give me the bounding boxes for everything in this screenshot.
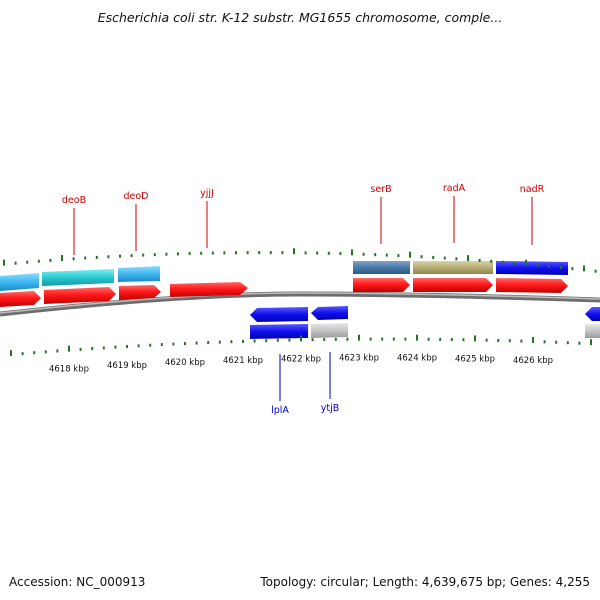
gene-feature[interactable] <box>250 324 308 339</box>
kbp-label: 4625 kbp <box>455 354 495 364</box>
chromosome-backbone-highlight <box>0 292 600 314</box>
gene-arrow[interactable] <box>353 278 410 292</box>
lower-tick-marks <box>10 334 592 357</box>
map-title: Escherichia coli str. K-12 substr. MG165… <box>97 10 503 25</box>
gene-arrow[interactable] <box>250 307 308 322</box>
kbp-label: 4619 kbp <box>107 361 147 371</box>
gene-feature[interactable] <box>42 269 114 286</box>
gene-label-nadr[interactable]: nadR <box>520 184 545 195</box>
gene-feature[interactable] <box>353 261 410 274</box>
gene-label-yjjj[interactable]: yjjJ <box>200 188 214 199</box>
gene-arrow[interactable] <box>496 278 568 293</box>
gene-arrow[interactable] <box>0 291 41 307</box>
topology-label: Topology: circular; Length: 4,639,675 bp… <box>260 575 590 589</box>
gene-labels: deoB deoD yjjJ serB radA nadR lplA ytjB <box>62 183 545 416</box>
kbp-label: 4618 kbp <box>49 365 89 375</box>
gene-feature[interactable] <box>496 261 568 275</box>
gene-label-serb[interactable]: serB <box>370 184 391 195</box>
kbp-label: 4620 kbp <box>165 358 205 368</box>
gene-label-deob[interactable]: deoB <box>62 195 86 206</box>
gene-arrow[interactable] <box>585 307 600 321</box>
gene-feature[interactable] <box>0 273 39 291</box>
gene-feature[interactable] <box>585 324 600 338</box>
gene-label-lpla[interactable]: lplA <box>271 405 289 416</box>
kbp-label: 4621 kbp <box>223 356 263 366</box>
gene-arrow[interactable] <box>170 282 248 297</box>
kbp-label: 4623 kbp <box>339 354 379 364</box>
gene-label-rada[interactable]: radA <box>443 183 466 194</box>
gene-arrow[interactable] <box>44 287 116 304</box>
gene-arrow[interactable] <box>413 278 493 292</box>
gene-feature[interactable] <box>413 261 493 274</box>
kbp-label: 4622 kbp <box>281 354 321 364</box>
upper-tick-marks <box>3 248 597 273</box>
gene-label-deod[interactable]: deoD <box>123 191 148 202</box>
accession-label: Accession: NC_000913 <box>9 575 146 589</box>
reverse-features <box>250 306 600 339</box>
gene-feature[interactable] <box>118 266 160 282</box>
gene-feature[interactable] <box>311 323 348 338</box>
chromosome-backbone <box>0 291 600 317</box>
gene-arrow[interactable] <box>311 306 348 320</box>
gene-label-ytjb[interactable]: ytjB <box>321 403 340 414</box>
gene-arrow[interactable] <box>119 285 161 300</box>
kbp-label: 4624 kbp <box>397 354 437 364</box>
forward-inner-features <box>0 278 568 307</box>
kbp-label: 4626 kbp <box>513 356 553 366</box>
kbp-scale-labels: 4618 kbp 4619 kbp 4620 kbp 4621 kbp 4622 kbp… <box>49 354 553 375</box>
